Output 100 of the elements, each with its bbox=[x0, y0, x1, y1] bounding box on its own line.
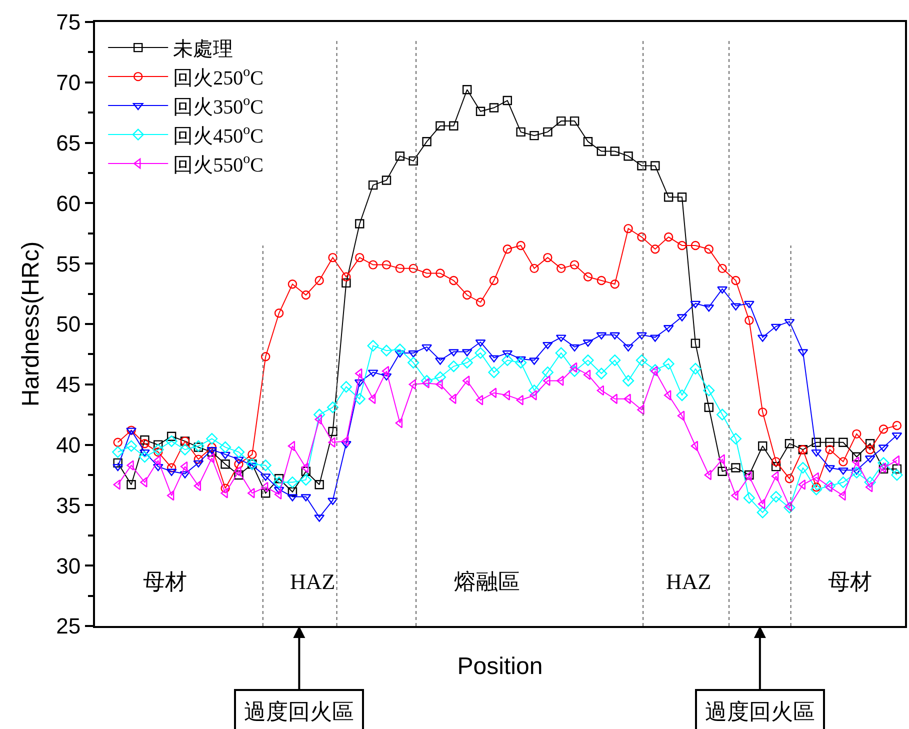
point bbox=[622, 374, 634, 387]
point bbox=[596, 368, 608, 380]
point bbox=[543, 127, 552, 137]
point bbox=[583, 370, 591, 380]
point bbox=[382, 176, 392, 185]
point bbox=[610, 280, 620, 289]
annotation: HAZ bbox=[666, 569, 712, 594]
point bbox=[798, 479, 806, 490]
point bbox=[194, 480, 202, 492]
point bbox=[286, 476, 298, 488]
point bbox=[166, 490, 174, 501]
point bbox=[125, 440, 138, 452]
point bbox=[568, 365, 580, 377]
x-axis-title: Position bbox=[457, 652, 543, 680]
point bbox=[811, 449, 822, 457]
point bbox=[891, 469, 903, 481]
point bbox=[300, 474, 312, 486]
point bbox=[449, 276, 458, 286]
point bbox=[582, 354, 594, 366]
point bbox=[556, 376, 564, 386]
point bbox=[462, 290, 472, 300]
point bbox=[649, 364, 661, 376]
point bbox=[194, 442, 204, 452]
legend-label: 回火550$^{o}$C bbox=[173, 152, 264, 176]
point bbox=[355, 252, 364, 262]
point bbox=[368, 394, 376, 404]
point bbox=[422, 344, 432, 352]
point bbox=[556, 264, 566, 274]
point bbox=[624, 151, 633, 161]
point bbox=[154, 440, 163, 450]
point bbox=[810, 484, 822, 496]
point bbox=[569, 344, 580, 352]
point bbox=[758, 408, 768, 417]
point bbox=[113, 438, 122, 447]
point bbox=[488, 366, 500, 378]
point bbox=[408, 356, 420, 368]
point bbox=[664, 232, 674, 242]
point bbox=[220, 441, 232, 454]
y-tick-label: 35 bbox=[56, 492, 81, 518]
y-tick-label: 55 bbox=[56, 251, 81, 276]
point bbox=[140, 438, 150, 448]
point bbox=[771, 470, 779, 482]
y-tick-label: 65 bbox=[56, 130, 81, 156]
point bbox=[530, 130, 539, 140]
point bbox=[690, 362, 702, 374]
point bbox=[824, 480, 836, 492]
point bbox=[730, 432, 742, 445]
point bbox=[744, 316, 754, 325]
point bbox=[797, 462, 809, 474]
point bbox=[394, 350, 406, 358]
point bbox=[676, 389, 688, 402]
point bbox=[677, 192, 687, 202]
point bbox=[784, 318, 795, 326]
point bbox=[394, 344, 406, 356]
point bbox=[502, 350, 513, 358]
point bbox=[770, 490, 782, 503]
point bbox=[422, 136, 432, 146]
point bbox=[542, 366, 554, 378]
point bbox=[461, 356, 473, 368]
point bbox=[179, 444, 191, 456]
point bbox=[462, 376, 470, 386]
point bbox=[636, 354, 648, 366]
point bbox=[355, 219, 364, 228]
point bbox=[474, 347, 486, 359]
point bbox=[637, 232, 646, 242]
point bbox=[583, 272, 593, 282]
point bbox=[314, 480, 324, 490]
point bbox=[784, 501, 792, 512]
point bbox=[730, 303, 741, 310]
point bbox=[892, 455, 900, 466]
point bbox=[718, 264, 727, 274]
point bbox=[273, 476, 285, 488]
point bbox=[650, 244, 660, 254]
point bbox=[260, 460, 272, 472]
point bbox=[448, 360, 460, 372]
point bbox=[462, 85, 472, 94]
point bbox=[180, 461, 188, 472]
point bbox=[140, 435, 150, 445]
point bbox=[248, 450, 257, 460]
point bbox=[381, 373, 392, 381]
point bbox=[865, 482, 873, 492]
point bbox=[207, 442, 216, 452]
point bbox=[771, 462, 781, 472]
point bbox=[489, 103, 499, 112]
point bbox=[436, 268, 445, 278]
text: 過度回火區 bbox=[705, 699, 815, 724]
point bbox=[408, 156, 418, 166]
point bbox=[342, 278, 351, 288]
point bbox=[892, 464, 902, 474]
point bbox=[367, 340, 379, 352]
point bbox=[408, 350, 419, 358]
point bbox=[476, 394, 484, 406]
point bbox=[515, 356, 527, 368]
point bbox=[422, 268, 432, 278]
annotation: 熔融區 bbox=[454, 569, 520, 594]
point bbox=[596, 385, 604, 396]
point bbox=[717, 286, 728, 294]
point bbox=[703, 384, 715, 396]
text: 過度回火區 bbox=[244, 699, 354, 724]
point bbox=[528, 384, 540, 396]
